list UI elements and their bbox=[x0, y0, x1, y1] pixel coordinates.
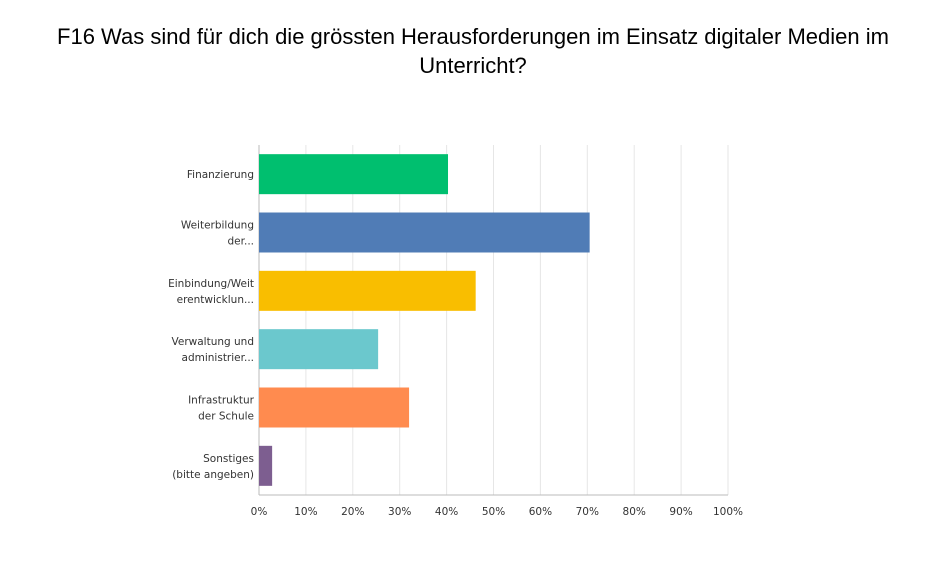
category-label: Infrastruktur bbox=[188, 395, 255, 407]
bar bbox=[259, 154, 449, 195]
category-label: Sonstiges bbox=[203, 453, 254, 465]
x-tick-label: 40% bbox=[435, 506, 458, 518]
x-tick-label: 90% bbox=[669, 506, 692, 518]
bar bbox=[259, 387, 410, 428]
x-tick-label: 0% bbox=[251, 506, 268, 518]
chart-title: F16 Was sind für dich die grössten Herau… bbox=[57, 24, 889, 78]
x-tick-label: 10% bbox=[294, 506, 317, 518]
category-label: administrier... bbox=[182, 352, 254, 364]
category-label: Einbindung/Weit bbox=[168, 278, 254, 290]
category-label: erentwicklun... bbox=[177, 294, 254, 306]
category-label: Verwaltung und bbox=[172, 336, 255, 348]
x-tick-label: 30% bbox=[388, 506, 411, 518]
x-tick-label: 70% bbox=[576, 506, 599, 518]
bar bbox=[259, 329, 379, 370]
category-label: (bitte angeben) bbox=[172, 469, 254, 481]
x-tick-label: 60% bbox=[529, 506, 552, 518]
category-label: Finanzierung bbox=[187, 169, 254, 181]
category-label: der... bbox=[228, 236, 255, 248]
x-tick-label: 80% bbox=[623, 506, 646, 518]
x-tick-label: 100% bbox=[713, 506, 743, 518]
bar bbox=[259, 270, 476, 311]
category-label: Weiterbildung bbox=[181, 220, 254, 232]
category-label: der Schule bbox=[198, 411, 254, 423]
bar bbox=[259, 445, 273, 486]
bar bbox=[259, 212, 590, 253]
x-tick-label: 20% bbox=[341, 506, 364, 518]
x-tick-label: 50% bbox=[482, 506, 505, 518]
